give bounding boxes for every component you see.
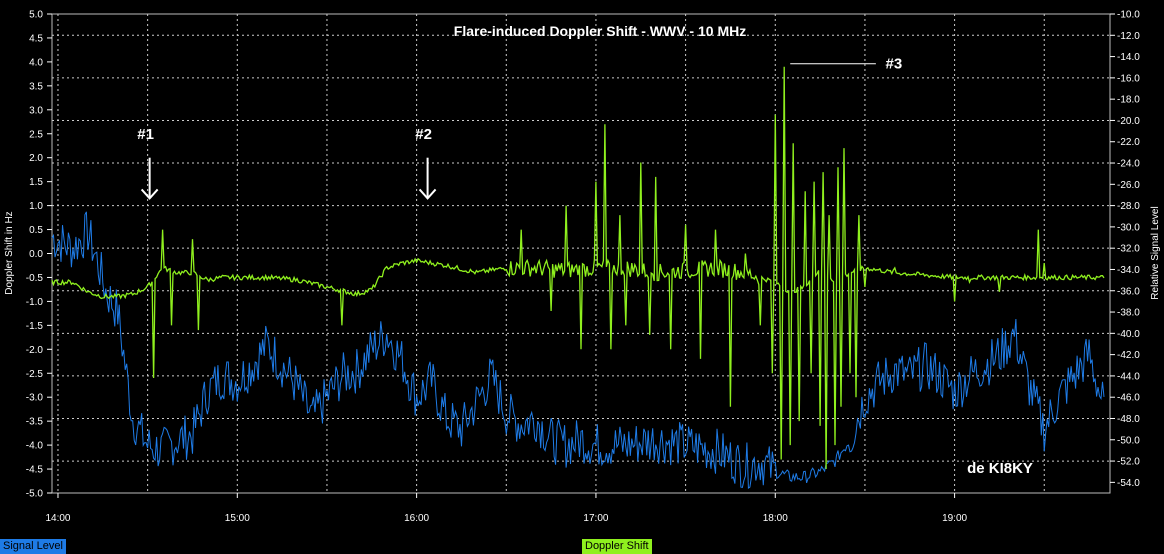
- left-tick-label: 4.5: [29, 33, 43, 44]
- legend-doppler-label: Doppler Shift: [585, 540, 649, 552]
- x-tick-label: 14:00: [45, 513, 70, 524]
- annotation-label: #3: [886, 56, 903, 73]
- legend-doppler-shift: Doppler Shift: [582, 539, 652, 554]
- left-tick-label: -1.0: [26, 297, 44, 308]
- right-tick-label: -36.0: [1117, 286, 1140, 297]
- legend-signal-label: Signal Level: [3, 540, 63, 552]
- left-tick-label: -5.0: [26, 489, 44, 500]
- left-tick-label: 4.0: [29, 57, 43, 68]
- annotation-label: #2: [415, 126, 432, 143]
- right-tick-label: -22.0: [1117, 137, 1140, 148]
- left-tick-label: -1.5: [26, 321, 44, 332]
- signal-level-line: [51, 211, 1105, 490]
- right-tick-label: -24.0: [1117, 159, 1140, 170]
- right-tick-label: -20.0: [1117, 116, 1140, 127]
- doppler-shift-series: [51, 66, 1105, 470]
- right-tick-label: -28.0: [1117, 201, 1140, 212]
- chart-title: Flare-induced Doppler Shift - WWV - 10 M…: [454, 23, 746, 39]
- left-axis-ticks: 5.0 4.5 4.0 3.5 3.0 2.5 2.0 1.5 1.0 0.5 0.0 -0.5 -1.…: [26, 10, 52, 500]
- left-tick-label: -2.5: [26, 369, 44, 380]
- x-tick-label: 16:00: [404, 513, 429, 524]
- left-tick-label: -4.0: [26, 441, 44, 452]
- right-tick-label: -46.0: [1117, 393, 1140, 404]
- x-axis-ticks: 14:00 15:00 16:00 17:00 18:00 19:00: [45, 493, 968, 524]
- right-tick-label: -30.0: [1117, 222, 1140, 233]
- left-tick-label: 1.0: [29, 201, 43, 212]
- plot-frame: [51, 13, 1111, 494]
- x-tick-label: 19:00: [942, 513, 967, 524]
- left-tick-label: 1.5: [29, 177, 43, 188]
- right-tick-label: -42.0: [1117, 350, 1140, 361]
- left-axis-label: Doppler Shift in Hz: [4, 211, 15, 294]
- right-tick-label: -10.0: [1117, 10, 1140, 21]
- left-tick-label: 5.0: [29, 10, 43, 21]
- right-tick-label: -38.0: [1117, 308, 1140, 319]
- right-tick-label: -44.0: [1117, 371, 1140, 382]
- right-tick-label: -18.0: [1117, 95, 1140, 106]
- left-tick-label: -2.0: [26, 345, 44, 356]
- left-tick-label: -4.5: [26, 465, 44, 476]
- x-tick-label: 17:00: [583, 513, 608, 524]
- right-tick-label: -14.0: [1117, 52, 1140, 63]
- left-tick-label: -3.0: [26, 393, 44, 404]
- grid-lines: [51, 13, 1111, 494]
- watermark-label: de KI8KY: [967, 460, 1033, 477]
- left-tick-label: 2.0: [29, 153, 43, 164]
- left-tick-label: 3.0: [29, 105, 43, 116]
- left-tick-label: 0.5: [29, 225, 43, 236]
- left-tick-label: -0.5: [26, 273, 44, 284]
- right-axis-label: Relative Signal Level: [1150, 206, 1161, 299]
- right-tick-label: -52.0: [1117, 457, 1140, 468]
- right-tick-label: -48.0: [1117, 414, 1140, 425]
- annotation-arrow-head: [418, 188, 437, 200]
- left-tick-label: 3.5: [29, 81, 43, 92]
- legend-signal-level: Signal Level: [0, 539, 66, 554]
- right-tick-label: -16.0: [1117, 73, 1140, 84]
- annotation-arrow-head: [140, 188, 159, 200]
- doppler-shift-line: [51, 66, 1105, 470]
- annotation-label: #1: [137, 126, 154, 143]
- right-tick-label: -34.0: [1117, 265, 1140, 276]
- signal-level-series: [51, 211, 1105, 490]
- x-tick-label: 18:00: [763, 513, 788, 524]
- annotations: #1 #2 #3: [137, 56, 903, 200]
- right-tick-label: -50.0: [1117, 435, 1140, 446]
- x-tick-label: 15:00: [225, 513, 250, 524]
- left-tick-label: 0.0: [29, 249, 43, 260]
- left-tick-label: -3.5: [26, 417, 44, 428]
- right-tick-label: -12.0: [1117, 31, 1140, 42]
- left-tick-label: 2.5: [29, 129, 43, 140]
- right-tick-label: -40.0: [1117, 329, 1140, 340]
- right-tick-label: -26.0: [1117, 180, 1140, 191]
- right-tick-label: -32.0: [1117, 244, 1140, 255]
- right-tick-label: -54.0: [1117, 478, 1140, 489]
- right-axis-ticks: -10.0 -12.0 -14.0 -16.0 -18.0 -20.0 -22.0 -24.0…: [1110, 10, 1140, 489]
